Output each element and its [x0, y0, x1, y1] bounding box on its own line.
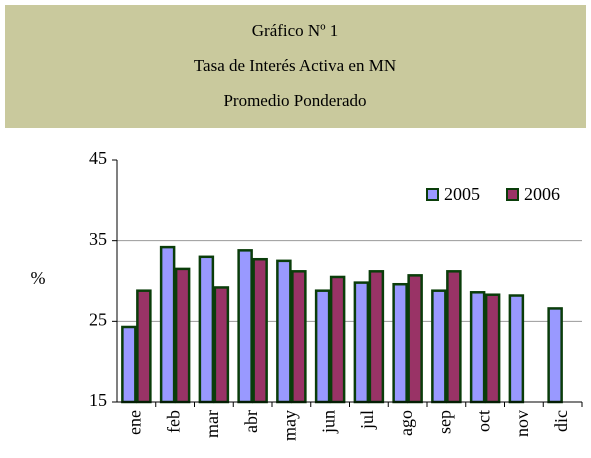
bar	[469, 291, 486, 404]
y-tick-label: 45	[89, 148, 107, 168]
bar	[252, 257, 268, 404]
bar	[237, 249, 253, 404]
bar	[431, 289, 447, 404]
x-tick-label: abr	[241, 410, 261, 433]
bar	[353, 281, 370, 404]
bar	[314, 289, 331, 404]
y-tick-label: 15	[89, 390, 107, 410]
bar	[121, 325, 137, 404]
bar	[174, 267, 191, 404]
bar	[198, 255, 215, 404]
title-box	[5, 5, 586, 128]
bar	[392, 282, 408, 404]
bar	[484, 293, 501, 404]
x-tick-label: feb	[163, 410, 183, 433]
y-axis-label: %	[31, 268, 46, 288]
bar	[276, 259, 292, 404]
x-tick-label: jun	[318, 410, 338, 434]
bar	[291, 270, 307, 404]
x-tick-label: jul	[357, 410, 377, 430]
bar	[407, 274, 423, 404]
bar	[159, 245, 176, 404]
legend-swatch	[426, 188, 439, 201]
bar	[547, 307, 563, 404]
x-tick-label: may	[280, 410, 300, 441]
x-tick-label: nov	[512, 410, 532, 437]
x-tick-label: oct	[473, 410, 493, 432]
bar	[213, 286, 230, 404]
chart-subtitle: Promedio Ponderado	[223, 91, 366, 110]
chart-subtitle: Tasa de Interés Activa en MN	[194, 56, 396, 75]
bar	[508, 294, 525, 404]
bar	[136, 289, 152, 404]
x-tick-label: ene	[125, 410, 145, 435]
x-tick-label: ago	[396, 410, 416, 436]
chart-title: Gráfico Nº 1	[252, 21, 338, 40]
bar	[368, 270, 385, 404]
legend-swatch	[506, 188, 519, 201]
legend-label: 2005	[444, 184, 480, 204]
y-tick-label: 25	[89, 309, 107, 329]
x-tick-label: dic	[551, 410, 571, 432]
bar	[446, 270, 462, 404]
x-tick-label: mar	[202, 410, 222, 438]
legend-label: 2006	[524, 184, 560, 204]
y-tick-label: 35	[89, 229, 107, 249]
x-tick-label: sep	[435, 410, 455, 434]
bar	[329, 275, 346, 404]
